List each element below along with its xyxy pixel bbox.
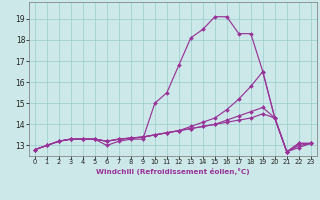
X-axis label: Windchill (Refroidissement éolien,°C): Windchill (Refroidissement éolien,°C) [96, 168, 250, 175]
